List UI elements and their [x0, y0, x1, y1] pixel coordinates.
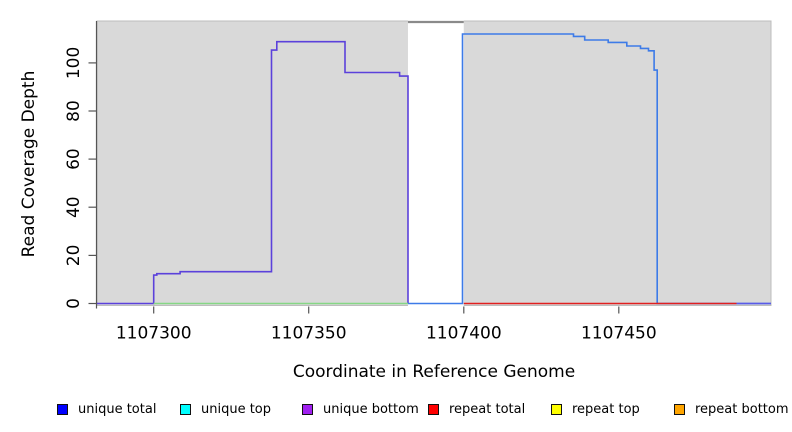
legend-item-unique-total: unique total: [57, 402, 156, 417]
legend-item-repeat-top: repeat top: [551, 402, 640, 417]
series-unique-coverage-left: [97, 40, 409, 305]
legend-label-repeat-top: repeat top: [572, 402, 640, 417]
x-tick-label: 1107350: [271, 324, 347, 344]
gap-region: [407, 20, 464, 306]
x-tick-label: 1107300: [116, 324, 192, 344]
y-tick-label: 20: [64, 245, 84, 267]
legend-swatch-repeat-bottom: [674, 404, 685, 415]
y-tick-label: 80: [64, 100, 84, 122]
y-tick-label: 100: [64, 47, 84, 79]
x-tick-label: 1107400: [426, 324, 502, 344]
x-tick-label: 1107450: [581, 324, 657, 344]
y-tick-label: 60: [64, 148, 84, 170]
legend-swatch-unique-total: [57, 404, 68, 415]
x-axis-title: Coordinate in Reference Genome: [292, 362, 576, 382]
legend-label-unique-top: unique top: [201, 402, 272, 417]
legend-label-repeat-bottom: repeat bottom: [695, 402, 789, 417]
legend-label-unique-total: unique total: [78, 402, 157, 417]
legend-swatch-repeat-top: [551, 404, 562, 415]
series-unique-coverage-right: [408, 33, 771, 305]
legend-swatch-unique-top: [180, 404, 191, 415]
legend-label-unique-bottom: unique bottom: [323, 402, 419, 417]
legend-swatch-repeat-total: [428, 404, 439, 415]
y-axis-title: Read Coverage Depth: [19, 70, 39, 258]
legend-item-unique-bottom: unique bottom: [302, 402, 419, 417]
y-tick-label: 0: [64, 298, 84, 309]
legend: unique total unique top unique bottom repea…: [0, 402, 792, 420]
legend-item-repeat-total: repeat total: [428, 402, 525, 417]
legend-swatch-unique-bottom: [302, 404, 313, 415]
y-tick-label: 40: [64, 196, 84, 218]
legend-item-repeat-bottom: repeat bottom: [674, 402, 789, 417]
legend-label-repeat-total: repeat total: [449, 402, 526, 417]
legend-item-unique-top: unique top: [180, 402, 271, 417]
